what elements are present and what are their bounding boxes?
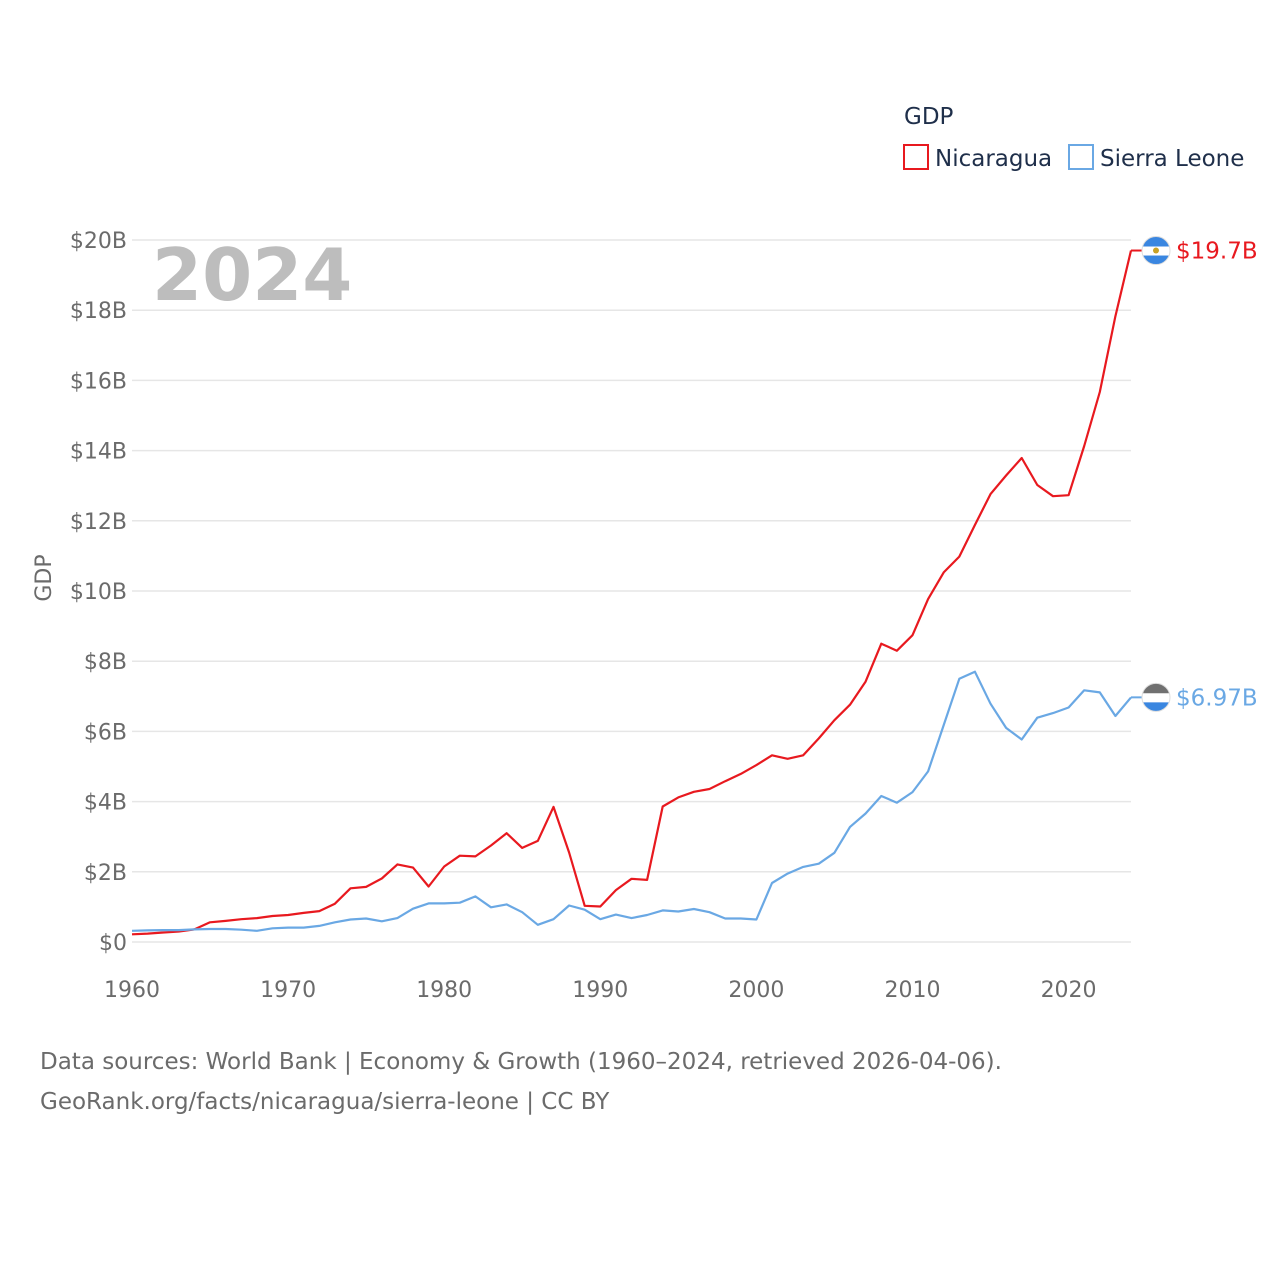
x-tick-label: 2000 xyxy=(728,978,784,1003)
legend-item-nicaragua[interactable]: Nicaragua xyxy=(903,144,1052,172)
flag-icon-nicaragua xyxy=(1141,236,1171,266)
source-link[interactable]: GeoRank.org/facts/nicaragua/sierra-leone… xyxy=(40,1089,610,1115)
flag-icon-sierra-leone xyxy=(1141,682,1171,712)
legend[interactable]: GDP Nicaragua Sierra Leone xyxy=(903,104,1244,172)
series-line-sierra-leone xyxy=(131,670,1132,932)
series-endpoints: $19.7B $6.97B xyxy=(1131,236,1258,712)
x-tick-label: 2010 xyxy=(884,978,940,1003)
series-line-nicaragua xyxy=(131,250,1133,936)
y-tick-label: $16B xyxy=(70,369,127,394)
footer: Data sources: World Bank | Economy & Gro… xyxy=(40,1042,1002,1122)
y-tick-label: $18B xyxy=(70,299,127,324)
x-axis-ticks: 1960 1970 1980 1990 2000 2010 2020 xyxy=(104,978,1097,1003)
y-axis-label: GDP xyxy=(32,554,57,601)
y-tick-label: $12B xyxy=(70,510,127,535)
year-watermark: 2024 xyxy=(152,233,352,317)
y-tick-label: $20B xyxy=(70,229,127,254)
y-tick-label: $8B xyxy=(84,650,127,675)
legend-swatch-sierra-leone xyxy=(1068,144,1094,170)
data-source-note: Data sources: World Bank | Economy & Gro… xyxy=(40,1049,1002,1075)
x-tick-label: 1990 xyxy=(572,978,628,1003)
y-tick-label: $0 xyxy=(99,931,127,956)
legend-title: GDP xyxy=(904,104,954,130)
grid-lines xyxy=(132,239,1131,943)
end-value-label-nicaragua: $19.7B xyxy=(1176,239,1258,265)
y-tick-label: $6B xyxy=(84,720,127,745)
legend-label-sierra-leone: Sierra Leone xyxy=(1100,146,1244,172)
legend-swatch-nicaragua xyxy=(903,144,929,170)
x-tick-label: 1980 xyxy=(416,978,472,1003)
y-tick-label: $2B xyxy=(84,861,127,886)
legend-label-nicaragua: Nicaragua xyxy=(935,146,1052,172)
end-value-label-sierra-leone: $6.97B xyxy=(1176,685,1258,711)
legend-item-sierra-leone[interactable]: Sierra Leone xyxy=(1068,144,1244,172)
x-tick-label: 1960 xyxy=(104,978,160,1003)
gdp-line-chart: $0 $2B $4B $6B $8B $10B $12B $14B $16B $18B $20B 1… xyxy=(32,104,1258,1003)
series-layer xyxy=(131,250,1133,936)
y-tick-label: $10B xyxy=(70,580,127,605)
x-tick-label: 1970 xyxy=(260,978,316,1003)
y-axis-ticks: $0 $2B $4B $6B $8B $10B $12B $14B $16B $18B $20B xyxy=(70,229,127,956)
x-tick-label: 2020 xyxy=(1041,978,1097,1003)
y-tick-label: $14B xyxy=(70,440,127,465)
y-tick-label: $4B xyxy=(84,791,127,816)
